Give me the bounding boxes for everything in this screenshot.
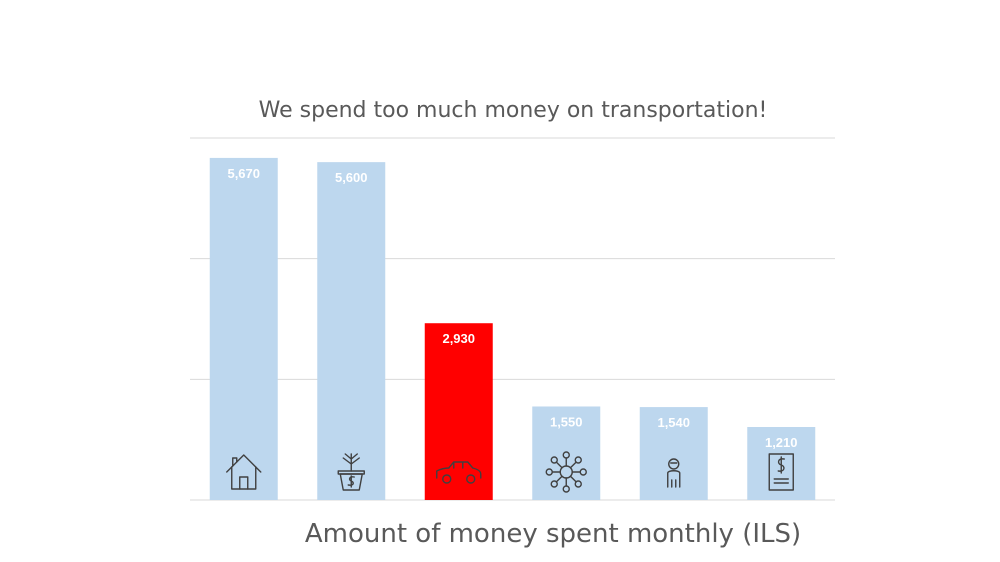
bar-value-label: 1,210 [765,435,798,450]
bar [639,407,708,500]
money-plant-icon [337,453,365,491]
car-icon [436,461,482,484]
bar-value-label: 1,540 [657,415,690,430]
bars: 5,670 5,600 2,930 1,550 1,540 1,210 [209,157,816,500]
bar-value-label: 1,550 [550,414,583,429]
person-icon [667,458,681,488]
bar-value-label: 5,670 [227,166,260,181]
bar [424,323,493,500]
bar [209,157,278,500]
bill-icon [768,453,794,491]
bar-value-label: 2,930 [442,331,475,346]
x-axis-label: Amount of money spent monthly (ILS) [305,519,801,549]
bar [317,162,386,500]
gridlines [190,137,835,501]
bar-value-label: 5,600 [335,170,368,185]
chart-title: We spend too much money on transportatio… [259,98,768,123]
house-icon [226,454,262,490]
network-icon [545,451,587,493]
